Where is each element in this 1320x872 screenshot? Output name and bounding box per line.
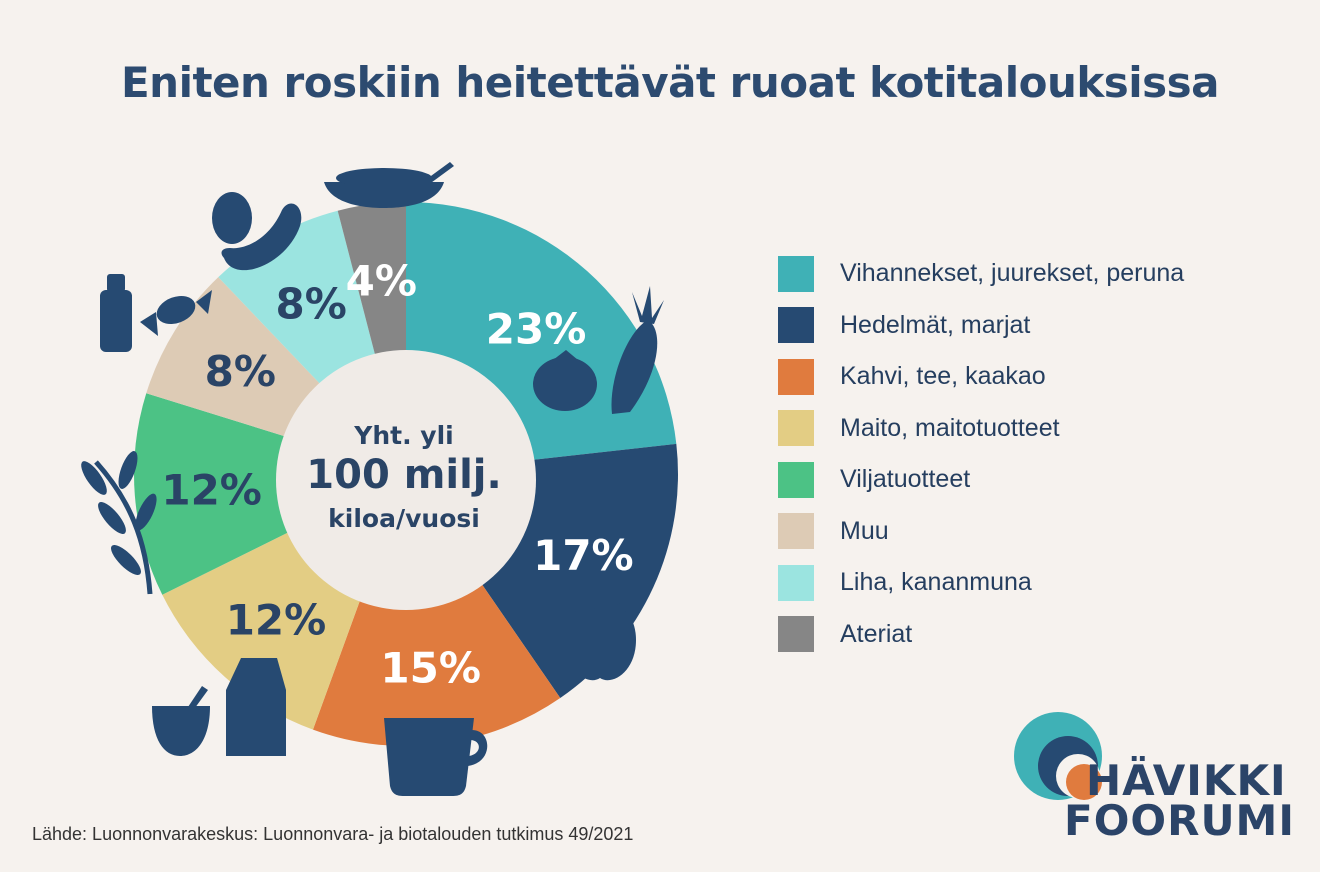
legend-item: Viljatuotteet — [778, 454, 1184, 506]
legend-item: Muu — [778, 506, 1184, 558]
legend-swatch — [778, 461, 814, 498]
legend-label: Kahvi, tee, kaakao — [840, 362, 1046, 391]
slice-label-6: 8% — [205, 347, 276, 396]
tomato-icon — [533, 350, 597, 411]
carrot-icon — [611, 286, 664, 414]
legend-swatch — [778, 564, 814, 601]
slice-label-1: 23% — [486, 305, 587, 354]
legend-item: Maito, maitotuotteet — [778, 403, 1184, 455]
apple-icon — [566, 588, 636, 681]
legend-item: Ateriat — [778, 609, 1184, 661]
legend-swatch — [778, 307, 814, 344]
bottle-icon — [100, 274, 132, 352]
chart-title: Eniten roskiin heitettävät ruoat kotital… — [120, 58, 1220, 107]
slice-label-3: 15% — [380, 643, 481, 692]
slice-3 — [312, 474, 561, 746]
slice-label-8: 4% — [346, 257, 417, 306]
legend-label: Vihannekset, juurekset, peruna — [840, 259, 1185, 288]
source-note: Lähde: Luonnonvarakeskus: Luonnonvara- j… — [32, 824, 634, 844]
cup-icon — [384, 718, 488, 796]
slice-label-4: 12% — [226, 595, 327, 644]
legend: Vihannekset, juurekset, peruna Hedelmät, … — [778, 248, 1184, 660]
legend-swatch — [778, 616, 814, 653]
center-text-line1: Yht. yli — [353, 421, 454, 450]
milk-carton-icon — [226, 658, 286, 756]
legend-label: Viljatuotteet — [840, 465, 971, 494]
center-text-line3: kiloa/vuosi — [328, 504, 480, 533]
egg-icon — [212, 192, 252, 244]
legend-swatch — [778, 410, 814, 447]
slice-label-2: 17% — [533, 531, 634, 580]
grain-icon — [81, 451, 157, 595]
legend-item: Vihannekset, juurekset, peruna — [778, 248, 1184, 300]
legend-item: Liha, kananmuna — [778, 557, 1184, 609]
legend-label: Ateriat — [840, 619, 913, 648]
logo-text-line1: HÄVIKKI — [1086, 756, 1287, 805]
legend-label: Hedelmät, marjat — [840, 310, 1031, 339]
legend-label: Muu — [840, 516, 889, 545]
logo-mark — [1014, 712, 1102, 800]
slice-label-7: 8% — [276, 280, 347, 329]
donut-hole — [276, 350, 536, 610]
meal-plate-icon — [324, 162, 454, 208]
sausage-icon — [221, 203, 302, 271]
candy-icon — [140, 290, 212, 336]
legend-swatch — [778, 255, 814, 292]
legend-item: Hedelmät, marjat — [778, 300, 1184, 352]
havikki-foorumi-logo: HÄVIKKI FOORUMI — [1010, 710, 1310, 850]
bowl-icon — [152, 686, 210, 756]
slice-label-5: 12% — [161, 465, 262, 514]
logo-text-line2: FOORUMI — [1064, 796, 1295, 845]
legend-item: Kahvi, tee, kaakao — [778, 351, 1184, 403]
center-text-line2: 100 milj. — [306, 452, 501, 498]
slice-5 — [134, 393, 407, 595]
legend-swatch — [778, 358, 814, 395]
legend-label: Liha, kananmuna — [840, 568, 1032, 597]
legend-swatch — [778, 513, 814, 550]
legend-label: Maito, maitotuotteet — [840, 413, 1060, 442]
